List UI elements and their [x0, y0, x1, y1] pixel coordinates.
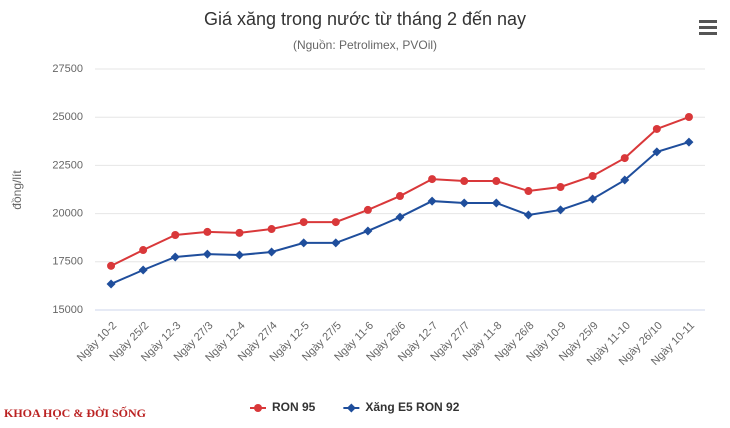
marker — [396, 192, 404, 201]
marker — [395, 212, 405, 222]
marker — [652, 147, 662, 157]
marker — [299, 218, 308, 227]
legend-label: Xăng E5 RON 92 — [365, 400, 459, 414]
marker — [138, 265, 148, 275]
marker — [684, 137, 694, 147]
marker — [460, 177, 469, 186]
menu-button[interactable] — [699, 20, 717, 35]
menu-bar — [699, 26, 717, 29]
marker — [170, 252, 180, 262]
legend-label: RON 95 — [272, 400, 316, 414]
marker — [620, 175, 630, 185]
menu-bar — [699, 32, 717, 35]
marker — [171, 231, 180, 240]
marker — [363, 226, 373, 236]
marker — [684, 113, 693, 122]
marker — [299, 238, 309, 248]
marker — [267, 225, 276, 234]
y-tick-label: 25000 — [52, 111, 83, 123]
y-tick-label: 27500 — [52, 63, 83, 75]
marker — [107, 261, 116, 270]
marker — [235, 228, 244, 237]
marker — [588, 172, 597, 181]
marker — [234, 250, 244, 260]
y-tick-label: 20000 — [52, 208, 83, 220]
marker — [588, 194, 598, 204]
marker — [427, 196, 437, 206]
marker — [331, 238, 341, 248]
marker — [523, 210, 533, 220]
marker — [652, 124, 661, 133]
legend-marker — [254, 404, 262, 412]
marker — [459, 198, 469, 208]
marker — [620, 154, 629, 163]
chart-title: Giá xăng trong nước từ tháng 2 đến nay — [204, 9, 526, 29]
marker — [106, 279, 116, 289]
marker — [556, 182, 565, 191]
marker — [492, 177, 501, 186]
marker — [556, 205, 566, 215]
y-tick-label: 17500 — [52, 256, 83, 268]
marker — [428, 175, 437, 184]
marker — [139, 246, 148, 255]
y-axis-title: đồng/lít — [10, 170, 24, 210]
marker — [524, 187, 533, 196]
legend-marker — [346, 403, 356, 413]
marker — [202, 249, 212, 259]
y-tick-label: 22500 — [52, 159, 83, 171]
marker — [203, 227, 212, 236]
chart-subtitle: (Nguồn: Petrolimex, PVOil) — [293, 38, 437, 52]
marker — [267, 247, 277, 257]
y-tick-label: 15000 — [52, 304, 83, 316]
marker — [331, 218, 340, 227]
menu-bar — [699, 20, 717, 23]
watermark: KHOA HỌC & ĐỜI SỐNG — [4, 405, 146, 420]
marker — [491, 198, 501, 208]
marker — [363, 205, 372, 214]
